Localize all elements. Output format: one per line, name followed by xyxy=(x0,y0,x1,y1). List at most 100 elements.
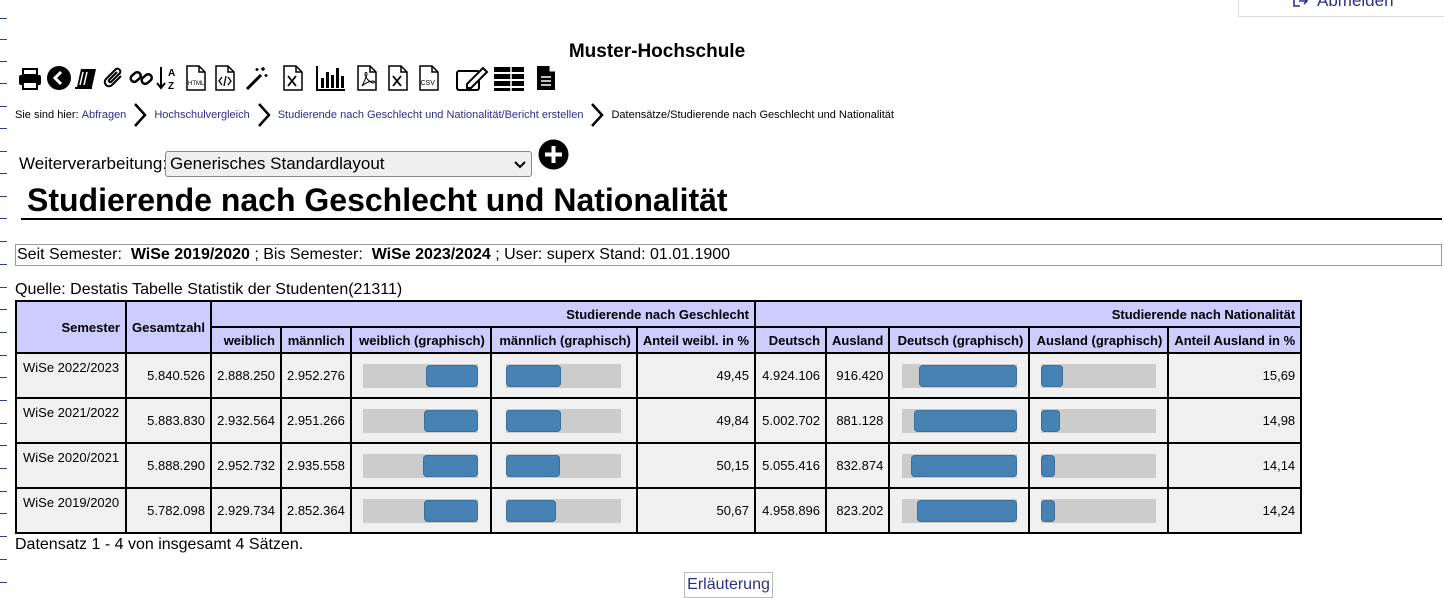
magic-wand-icon[interactable] xyxy=(244,64,270,92)
pdf-file-icon[interactable] xyxy=(354,64,380,92)
foreign-bar-cell xyxy=(1028,397,1170,444)
female-bar-cell xyxy=(349,442,492,489)
semester-cell: WiSe 2019/2020 xyxy=(15,487,127,534)
total-cell: 5.840.526 xyxy=(125,352,212,399)
bar-fill xyxy=(426,364,479,387)
svg-text:HTML: HTML xyxy=(188,81,205,87)
document-icon[interactable] xyxy=(533,64,559,92)
column-header: männlich (graphisch) xyxy=(489,326,638,354)
column-header: männlich xyxy=(279,326,352,354)
male-bar-cell xyxy=(489,397,638,444)
column-header-total: Gesamtzahl xyxy=(125,300,212,354)
bar-track xyxy=(363,498,479,523)
processing-label: Weiterverarbeitung: xyxy=(19,154,168,173)
group-header-nationality: Studierende nach Nationalität xyxy=(754,300,1303,328)
bar-track xyxy=(901,498,1017,523)
column-header: Deutsch xyxy=(754,326,828,354)
left-edge-markers xyxy=(0,0,8,595)
female-bar-cell xyxy=(349,397,492,444)
bar-fill xyxy=(506,454,561,477)
foreign-share-cell: 14,98 xyxy=(1167,397,1303,444)
bar-chart-icon[interactable] xyxy=(315,64,347,92)
logout-link[interactable]: Abmelden xyxy=(1293,0,1394,11)
german-cell: 5.002.702 xyxy=(754,397,828,444)
code-file-icon[interactable] xyxy=(212,64,238,92)
table-row: WiSe 2019/2020 5.782.098 2.929.734 2.852.36… xyxy=(15,487,1303,534)
bar-track xyxy=(1041,408,1157,433)
add-icon[interactable] xyxy=(538,139,569,170)
breadcrumb-link-abfragen[interactable]: Abfragen xyxy=(81,109,127,121)
bar-track xyxy=(506,453,622,478)
bar-fill xyxy=(424,409,479,432)
bar-fill xyxy=(1041,364,1064,387)
printer-icon[interactable] xyxy=(17,64,43,92)
svg-text:A: A xyxy=(168,68,175,79)
foreign-cell: 881.128 xyxy=(825,397,891,444)
paperclip-icon[interactable] xyxy=(101,64,127,92)
breadcrumb: Sie sind hier: Abfragen Hochschulverglei… xyxy=(15,101,894,129)
link-icon[interactable] xyxy=(128,64,154,92)
female-bar-cell xyxy=(349,487,492,534)
site-title: Muster-Hochschule xyxy=(568,41,746,62)
logout-box: Abmelden xyxy=(1238,0,1444,17)
foreign-share-cell: 14,14 xyxy=(1167,442,1303,489)
female-share-cell: 50,15 xyxy=(635,442,757,489)
results-table: Semester Gesamtzahl Studierende nach Ges… xyxy=(15,300,1303,534)
to-semester-label: ; Bis Semester: xyxy=(254,246,363,263)
chevron-down-icon xyxy=(514,161,526,169)
german-bar-cell xyxy=(888,352,1031,399)
foreign-bar-cell xyxy=(1028,352,1170,399)
german-cell: 4.958.896 xyxy=(754,487,828,534)
from-semester-value: WiSe 2019/2020 xyxy=(130,246,250,263)
foreign-share-cell: 14,24 xyxy=(1167,487,1303,534)
bar-fill xyxy=(918,364,1017,387)
breadcrumb-link-bericht-erstellen[interactable]: Studierende nach Geschlecht und National… xyxy=(277,109,584,121)
back-icon[interactable] xyxy=(46,64,72,92)
logout-icon xyxy=(1293,0,1309,7)
explanation-button[interactable]: Erläuterung xyxy=(684,572,773,598)
html-file-icon[interactable]: HTML xyxy=(183,64,209,92)
breadcrumb-link-hochschulvergleich[interactable]: Hochschulvergleich xyxy=(154,109,250,121)
male-cell: 2.952.276 xyxy=(279,352,352,399)
books-icon[interactable] xyxy=(73,64,99,92)
semester-cell: WiSe 2020/2021 xyxy=(15,442,127,489)
logout-label: Abmelden xyxy=(1317,0,1394,10)
table-row: WiSe 2020/2021 5.888.290 2.952.732 2.935.55… xyxy=(15,442,1303,489)
bar-fill xyxy=(506,364,562,387)
female-cell: 2.932.564 xyxy=(209,397,282,444)
user-stand-text: ; User: superx Stand: 01.01.1900 xyxy=(495,246,731,263)
record-count: Datensatz 1 - 4 von insgesamt 4 Sätzen. xyxy=(15,536,304,553)
german-cell: 4.924.106 xyxy=(754,352,828,399)
total-cell: 5.883.830 xyxy=(125,397,212,444)
layout-select-value: Generisches Standardlayout xyxy=(170,154,385,173)
bar-fill xyxy=(1041,409,1061,432)
chevron-right-icon xyxy=(253,101,275,129)
male-bar-cell xyxy=(489,487,638,534)
edit-icon[interactable] xyxy=(455,64,489,92)
bar-track xyxy=(1041,363,1157,388)
report-title: Studierende nach Geschlecht und National… xyxy=(21,180,1442,220)
to-semester-value: WiSe 2023/2024 xyxy=(371,246,491,263)
bar-fill xyxy=(913,409,1017,432)
bar-track xyxy=(363,408,479,433)
svg-text:Z: Z xyxy=(168,81,174,92)
bar-track xyxy=(506,498,622,523)
male-cell: 2.935.558 xyxy=(279,442,352,489)
report-parameters: Seit Semester: WiSe 2019/2020 ; Bis Seme… xyxy=(15,244,1442,266)
bar-track xyxy=(1041,453,1157,478)
bar-track xyxy=(901,363,1017,388)
excel-file-icon[interactable] xyxy=(385,64,411,92)
bar-fill xyxy=(424,499,479,522)
excel-file-icon[interactable] xyxy=(280,64,306,92)
table-layout-icon[interactable] xyxy=(493,64,525,92)
from-semester-label: Seit Semester: xyxy=(17,246,122,263)
bar-track xyxy=(1041,498,1157,523)
female-share-cell: 49,45 xyxy=(635,352,757,399)
column-header: Ausland xyxy=(825,326,891,354)
csv-file-icon[interactable]: CSV xyxy=(416,64,442,92)
layout-select[interactable]: Generisches Standardlayout xyxy=(165,151,532,177)
foreign-bar-cell xyxy=(1028,487,1170,534)
bar-track xyxy=(506,363,622,388)
bar-track xyxy=(506,408,622,433)
